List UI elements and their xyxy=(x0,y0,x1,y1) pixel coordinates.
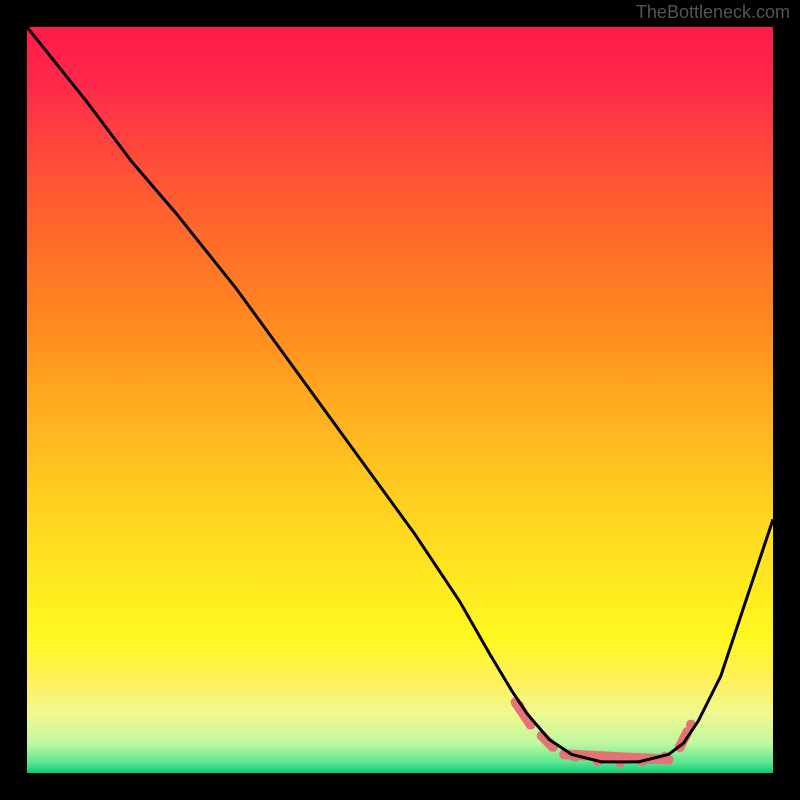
chart-frame xyxy=(25,25,775,775)
chart-curve xyxy=(27,27,773,773)
watermark-text: TheBottleneck.com xyxy=(636,2,790,23)
